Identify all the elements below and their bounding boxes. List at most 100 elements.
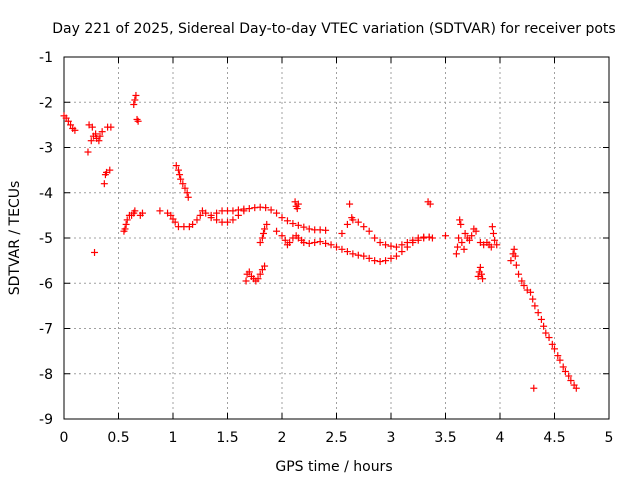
data-point <box>121 225 129 233</box>
x-tick-label: 2.5 <box>325 430 347 446</box>
data-point <box>333 243 340 251</box>
data-point <box>281 236 289 244</box>
data-point <box>202 209 210 217</box>
x-tick-label: 0 <box>60 430 69 446</box>
data-point <box>458 239 466 247</box>
x-tick-label: 1 <box>169 430 178 446</box>
data-point <box>316 238 324 246</box>
data-point <box>488 223 496 231</box>
data-point <box>258 266 266 274</box>
data-point <box>131 96 139 104</box>
data-point <box>64 117 72 125</box>
data-point <box>365 254 373 262</box>
data-point <box>540 322 548 330</box>
data-point <box>387 254 395 262</box>
data-point <box>529 295 537 303</box>
data-point <box>468 232 476 240</box>
y-tick-label: -7 <box>39 322 53 338</box>
x-tick-label: 0.5 <box>107 430 129 446</box>
data-point <box>376 239 384 247</box>
data-point <box>278 232 286 240</box>
y-tick-label: -6 <box>39 276 53 292</box>
data-point <box>354 218 362 226</box>
data-point <box>196 211 204 219</box>
data-point <box>240 207 248 215</box>
y-tick-label: -1 <box>39 50 53 66</box>
data-point <box>96 132 104 140</box>
data-point <box>515 270 523 278</box>
chart-title: Day 221 of 2025, Sidereal Day-to-day VTE… <box>52 21 615 37</box>
data-point <box>131 207 139 215</box>
data-point <box>343 248 351 256</box>
data-point <box>229 216 237 224</box>
data-point <box>256 239 264 247</box>
data-point <box>493 241 501 249</box>
data-point <box>487 243 495 251</box>
data-point <box>545 334 553 342</box>
data-point <box>256 270 264 278</box>
data-point <box>461 229 469 237</box>
data-point <box>245 205 253 213</box>
data-point <box>365 227 373 235</box>
data-point <box>293 205 301 213</box>
data-point <box>258 234 266 242</box>
y-axis-label: SDTVAR / TECUs <box>7 181 23 296</box>
data-point <box>338 245 346 253</box>
data-point <box>414 234 422 242</box>
data-point <box>213 216 221 224</box>
data-point <box>572 384 580 392</box>
data-point <box>305 225 313 233</box>
data-point <box>132 91 140 99</box>
data-point <box>534 309 542 317</box>
data-point <box>542 329 550 337</box>
data-point <box>174 166 182 174</box>
data-point <box>554 352 562 360</box>
data-point <box>452 250 460 258</box>
data-point <box>428 234 436 242</box>
data-point <box>479 275 487 283</box>
data-point <box>273 209 281 217</box>
x-tick-label: 4.5 <box>543 430 565 446</box>
data-point <box>349 216 357 224</box>
data-point <box>88 123 96 131</box>
data-point <box>95 137 103 145</box>
data-point <box>382 257 390 265</box>
data-point <box>177 175 185 183</box>
data-point <box>548 340 556 348</box>
data-point <box>67 121 75 129</box>
data-point <box>245 268 253 276</box>
data-point <box>294 221 302 229</box>
x-tick-label: 3 <box>387 430 396 446</box>
data-point <box>234 211 242 219</box>
data-point <box>171 218 179 226</box>
y-tick-label: -5 <box>39 231 53 247</box>
data-point <box>518 277 526 285</box>
data-point <box>134 117 142 125</box>
data-points <box>60 91 580 392</box>
data-point <box>311 239 319 247</box>
data-point <box>181 184 189 192</box>
data-point <box>254 275 262 283</box>
x-tick-label: 2 <box>278 430 287 446</box>
data-point <box>349 250 357 258</box>
data-point <box>371 234 379 242</box>
y-tick-label: -4 <box>39 186 53 202</box>
data-point <box>263 220 271 228</box>
data-point <box>267 206 275 214</box>
data-point <box>107 123 115 131</box>
data-point <box>456 216 464 224</box>
data-point <box>455 234 463 242</box>
data-point <box>491 236 499 244</box>
data-point <box>476 263 484 271</box>
y-tick-label: -8 <box>39 367 53 383</box>
data-point <box>556 356 564 364</box>
data-point <box>106 166 114 174</box>
data-point <box>531 302 539 310</box>
data-point <box>207 214 215 222</box>
data-point <box>278 214 286 222</box>
data-point <box>561 367 569 375</box>
data-point <box>322 239 330 247</box>
data-point <box>507 257 515 265</box>
data-point <box>398 248 406 256</box>
y-tick-label: -2 <box>39 95 53 111</box>
